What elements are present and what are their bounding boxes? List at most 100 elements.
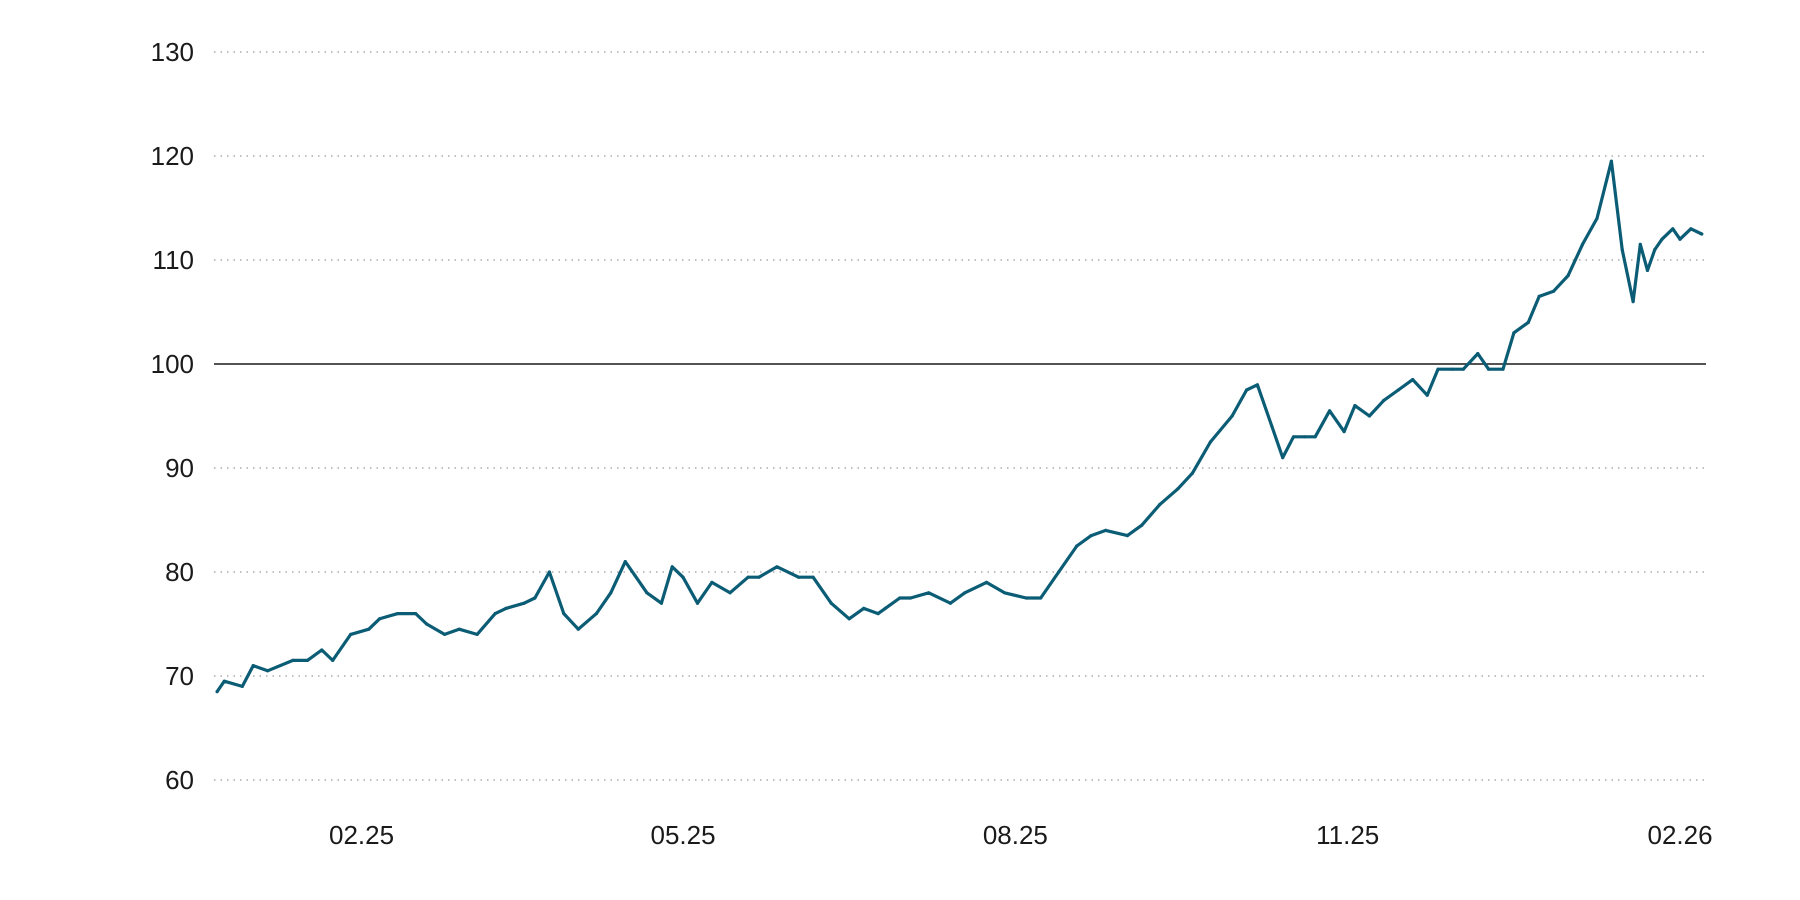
data-point — [378, 617, 382, 621]
data-point — [1660, 237, 1664, 241]
data-point — [1501, 367, 1505, 371]
data-point — [562, 612, 566, 616]
data-point — [222, 679, 226, 683]
data-point — [1487, 367, 1491, 371]
data-point — [1190, 471, 1194, 475]
data-point — [457, 627, 461, 631]
data-point — [659, 601, 664, 605]
y-tick-label: 90 — [165, 453, 194, 483]
y-tick-label: 110 — [153, 245, 194, 275]
data-point — [1537, 294, 1541, 298]
data-point — [963, 591, 967, 595]
data-point — [1291, 435, 1296, 439]
data-point — [898, 596, 902, 600]
data-point — [1382, 398, 1386, 402]
data-point — [331, 658, 335, 663]
data-point — [1678, 237, 1682, 241]
data-point — [1255, 383, 1259, 387]
data-point — [1411, 378, 1415, 382]
data-point — [266, 669, 270, 673]
data-point — [320, 648, 324, 652]
data-point — [425, 622, 429, 626]
data-point — [670, 565, 674, 569]
data-point — [522, 601, 526, 605]
data-point — [811, 575, 815, 579]
data-point — [710, 580, 714, 585]
data-point — [876, 612, 880, 616]
data-point — [1689, 227, 1693, 231]
data-point — [475, 632, 479, 637]
data-point — [1526, 320, 1530, 324]
data-point — [305, 658, 309, 663]
x-tick-label: 02.26 — [1648, 820, 1713, 850]
data-point — [1270, 424, 1274, 428]
y-tick-label: 130 — [151, 37, 194, 67]
x-tick-label: 11.25 — [1316, 820, 1379, 850]
data-point — [847, 617, 851, 621]
data-point — [1476, 352, 1480, 356]
data-point — [1631, 300, 1635, 304]
x-tick-label: 08.25 — [983, 820, 1048, 850]
data-point — [1353, 404, 1357, 408]
data-point — [1245, 388, 1249, 392]
y-axis: 60 70 80 90 100 110 120 130 — [151, 37, 194, 795]
data-point — [775, 565, 779, 569]
data-point — [909, 596, 913, 600]
data-point — [728, 591, 732, 595]
data-point — [240, 684, 244, 689]
data-point — [1609, 159, 1613, 163]
data-point — [576, 627, 580, 631]
y-tick-label: 70 — [165, 661, 194, 691]
data-point — [681, 575, 685, 579]
data-point — [1620, 248, 1624, 252]
y-tick-label: 120 — [151, 141, 194, 171]
data-point — [1566, 274, 1570, 278]
data-point — [1158, 502, 1162, 506]
x-axis: 02.25 05.25 08.25 11.25 02.26 — [329, 820, 1713, 850]
data-point — [594, 612, 599, 616]
data-point — [1461, 367, 1465, 371]
data-point — [1075, 544, 1079, 548]
data-point — [1281, 456, 1285, 460]
data-point — [1645, 268, 1650, 272]
data-point — [1671, 227, 1675, 231]
data-point — [1425, 393, 1429, 397]
data-point — [1512, 331, 1516, 335]
data-point — [1367, 414, 1371, 418]
data-point — [1580, 242, 1585, 246]
data-point — [757, 575, 761, 579]
data-point — [1653, 248, 1657, 252]
y-tick-label: 60 — [165, 765, 194, 795]
data-point — [367, 627, 371, 631]
y-tick-label: 80 — [165, 557, 194, 587]
data-point — [984, 580, 989, 585]
data-point — [349, 632, 353, 637]
data-point — [948, 601, 953, 605]
data-point — [1140, 523, 1144, 527]
data-point — [1342, 430, 1346, 434]
data-point — [1313, 435, 1317, 439]
data-point — [1552, 289, 1556, 293]
data-point — [1450, 367, 1455, 371]
data-point — [396, 612, 400, 616]
data-point — [1302, 435, 1306, 439]
data-point — [623, 560, 627, 564]
gridlines — [214, 51, 1706, 781]
data-point — [1436, 367, 1440, 371]
data-point — [1176, 487, 1180, 491]
data-point — [1208, 440, 1212, 444]
data-point — [1595, 216, 1599, 220]
data-point — [414, 612, 418, 616]
data-point — [251, 664, 255, 668]
data-point — [1396, 388, 1400, 392]
data-points — [215, 159, 1704, 694]
data-point — [1104, 528, 1108, 533]
data-point — [1125, 534, 1129, 538]
data-point — [1089, 534, 1093, 538]
data-point — [1024, 596, 1028, 600]
data-point — [1230, 414, 1234, 418]
series-line — [215, 159, 1704, 694]
data-point — [443, 632, 447, 637]
data-point — [1057, 570, 1061, 574]
data-point — [797, 575, 801, 579]
